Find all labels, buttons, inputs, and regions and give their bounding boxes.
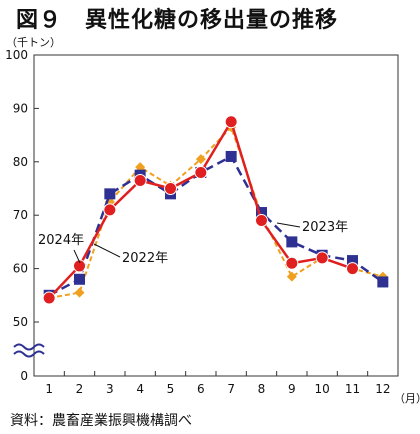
- annotation-leader-line: [93, 243, 121, 258]
- axis-break-mark: [13, 343, 45, 351]
- series-annotation: 2022年: [122, 251, 168, 266]
- y-tick-label: 60: [13, 262, 28, 276]
- data-point-diamond: [135, 162, 146, 173]
- data-point-square: [347, 255, 358, 267]
- y-tick-label: 90: [13, 101, 28, 115]
- data-point-circle: [164, 182, 177, 195]
- chart-title: 図９ 異性化糖の移出量の推移: [16, 8, 339, 33]
- x-tick-label: 9: [288, 382, 296, 396]
- y-tick-label: 50: [13, 315, 28, 329]
- data-point-diamond: [74, 287, 85, 298]
- data-point-circle: [224, 115, 238, 129]
- x-tick-label: 10: [315, 382, 330, 396]
- data-point-square: [225, 150, 237, 162]
- annotation-leader-line: [73, 249, 81, 264]
- x-tick-label: 11: [345, 382, 360, 396]
- x-tick-label: 7: [227, 382, 235, 396]
- data-point-square: [104, 188, 116, 200]
- x-tick-label: 8: [258, 382, 266, 396]
- series-annotation: 2024年: [38, 233, 84, 248]
- x-tick-label: 6: [197, 382, 205, 396]
- y-tick-label: 70: [13, 208, 28, 222]
- data-point-square: [286, 236, 298, 248]
- y-tick-label: 80: [13, 155, 28, 169]
- data-point-circle: [315, 251, 329, 265]
- series-line-2022年: [48, 126, 384, 299]
- x-axis-unit-label: （月）: [394, 392, 420, 405]
- data-point-circle: [133, 173, 147, 187]
- data-point-circle: [255, 214, 268, 228]
- y-axis-unit-label: （千トン）: [6, 36, 61, 49]
- data-point-circle: [103, 203, 117, 217]
- y-tick-label: 100: [5, 48, 28, 62]
- x-tick-label: 12: [375, 382, 390, 396]
- data-point-circle: [42, 291, 56, 305]
- plot-frame: [33, 54, 399, 377]
- x-tick-label: 3: [106, 382, 114, 396]
- data-point-diamond: [195, 154, 206, 165]
- series-line-2024年: [48, 120, 353, 299]
- data-point-circle: [285, 256, 299, 270]
- data-point-circle: [346, 262, 359, 276]
- source-note: 資料：農畜産業振興機構調べ: [10, 413, 192, 429]
- series-annotation: 2023年: [302, 220, 348, 235]
- x-tick-label: 2: [76, 382, 84, 396]
- annotation-leader-line: [276, 222, 301, 228]
- data-point-diamond: [286, 271, 297, 282]
- axis-break-mark: [13, 350, 45, 358]
- data-point-square: [377, 276, 389, 288]
- x-tick-label: 5: [167, 382, 175, 396]
- data-point-circle: [73, 259, 86, 273]
- x-tick-label: 4: [136, 382, 144, 396]
- y-tick-label: 0: [20, 369, 28, 383]
- data-point-square: [256, 207, 267, 219]
- data-point-circle: [194, 165, 208, 179]
- x-tick-label: 1: [45, 382, 53, 396]
- data-point-square: [74, 273, 85, 285]
